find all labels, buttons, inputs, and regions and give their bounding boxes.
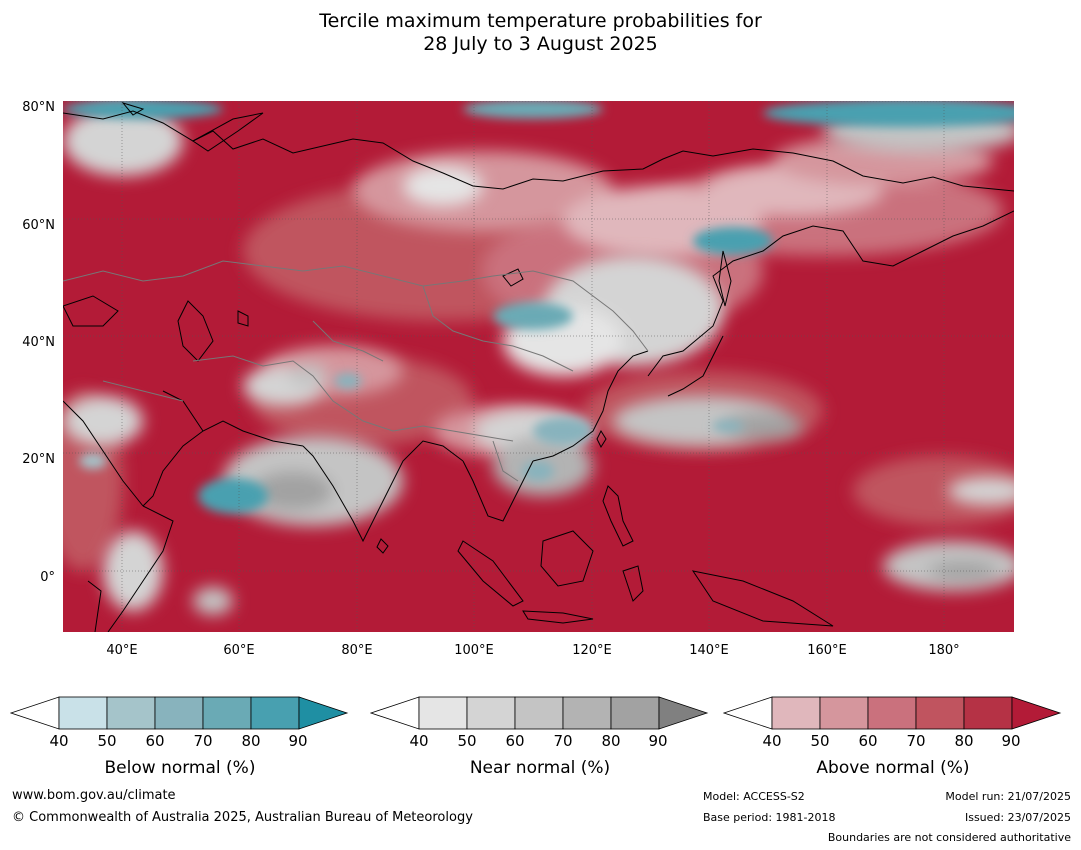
above-colorbar-low-extension <box>723 696 773 730</box>
legend-near-label: Near normal (%) <box>469 758 611 778</box>
tick-near-60: 60 <box>505 732 525 750</box>
near-colorbar-high-extension <box>658 696 709 730</box>
below-colorbar-segment-5 <box>250 696 300 730</box>
model-run-date: Model run: 21/07/2025 <box>945 790 1071 803</box>
lat-label-60n: 60°N <box>22 218 55 233</box>
tick-above-60: 60 <box>858 732 878 750</box>
legend-below-label: Below normal (%) <box>104 758 256 778</box>
tick-below-50: 50 <box>97 732 117 750</box>
tick-above-80: 80 <box>954 732 974 750</box>
near-colorbar-segment-1 <box>418 696 468 730</box>
above-colorbar-segment-5 <box>963 696 1013 730</box>
above-colorbar-segment-2 <box>819 696 869 730</box>
lon-label-180: 180° <box>928 643 960 658</box>
colorbar-near-ticks: 40 50 60 70 80 90 <box>370 732 710 752</box>
tick-near-40: 40 <box>409 732 429 750</box>
lon-label-160e: 160°E <box>807 643 847 658</box>
below-colorbar-low-extension <box>10 696 60 730</box>
lat-label-0: 0° <box>40 570 55 585</box>
tick-above-40: 40 <box>762 732 782 750</box>
above-colorbar-high-extension <box>1011 696 1062 730</box>
below-colorbar-segment-4 <box>202 696 252 730</box>
graticule <box>63 101 1014 632</box>
below-colorbar-segment-2 <box>106 696 156 730</box>
tick-below-90: 90 <box>288 732 308 750</box>
tick-below-70: 70 <box>193 732 213 750</box>
colorbar-above <box>723 696 1062 730</box>
near-colorbar-segment-4 <box>562 696 612 730</box>
tick-near-80: 80 <box>601 732 621 750</box>
tick-below-60: 60 <box>145 732 165 750</box>
lat-label-40n: 40°N <box>22 335 55 350</box>
lon-label-120e: 120°E <box>572 643 612 658</box>
lat-label-20n: 20°N <box>22 452 55 467</box>
coastlines <box>63 102 1014 632</box>
legend-above-label: Above normal (%) <box>816 758 970 778</box>
lon-label-140e: 140°E <box>689 643 729 658</box>
tick-near-90: 90 <box>648 732 668 750</box>
below-colorbar-high-extension <box>298 696 349 730</box>
above-colorbar-segment-4 <box>915 696 965 730</box>
base-period: Base period: 1981-2018 <box>703 811 836 824</box>
tick-above-50: 50 <box>810 732 830 750</box>
tick-near-70: 70 <box>553 732 573 750</box>
near-colorbar-segment-2 <box>466 696 516 730</box>
lon-label-40e: 40°E <box>106 643 138 658</box>
near-colorbar-segment-3 <box>514 696 564 730</box>
below-colorbar-segment-3 <box>154 696 204 730</box>
title-line-1: Tercile maximum temperature probabilitie… <box>319 10 762 32</box>
below-colorbar-segment-1 <box>58 696 108 730</box>
near-colorbar-low-extension <box>370 696 420 730</box>
tick-below-40: 40 <box>49 732 69 750</box>
legend-near-normal: 40 50 60 70 80 90 Near normal (%) <box>370 695 710 785</box>
lon-label-80e: 80°E <box>341 643 373 658</box>
colorbar-above-ticks: 40 50 60 70 80 90 <box>723 732 1063 752</box>
probability-map <box>63 101 1014 632</box>
website-link[interactable]: www.bom.gov.au/climate <box>12 788 176 803</box>
country-borders <box>63 260 649 482</box>
copyright-text: © Commonwealth of Australia 2025, Austra… <box>12 810 473 825</box>
above-colorbar-segment-1 <box>771 696 821 730</box>
boundaries-disclaimer: Boundaries are not considered authoritat… <box>827 831 1071 844</box>
colorbar-near <box>370 696 709 730</box>
colorbar-below <box>10 696 349 730</box>
lon-label-100e: 100°E <box>454 643 494 658</box>
map-title: Tercile maximum temperature probabilitie… <box>0 10 1081 56</box>
tick-near-50: 50 <box>457 732 477 750</box>
tick-below-80: 80 <box>241 732 261 750</box>
title-line-2: 28 July to 3 August 2025 <box>423 33 658 55</box>
lon-label-60e: 60°E <box>223 643 255 658</box>
map-panel: 80°N 60°N 40°N 20°N 0° <box>0 95 1081 675</box>
near-colorbar-segment-5 <box>610 696 660 730</box>
tick-above-70: 70 <box>906 732 926 750</box>
above-colorbar-segment-3 <box>867 696 917 730</box>
lat-label-80n: 80°N <box>22 100 55 115</box>
legend-above-normal: 40 50 60 70 80 90 Above normal (%) <box>723 695 1063 785</box>
tick-above-90: 90 <box>1001 732 1021 750</box>
colorbar-below-ticks: 40 50 60 70 80 90 <box>10 732 350 752</box>
legend-below-normal: 40 50 60 70 80 90 Below normal (%) <box>10 695 350 785</box>
model-name: Model: ACCESS-S2 <box>703 790 805 803</box>
issued-date: Issued: 23/07/2025 <box>964 811 1071 824</box>
